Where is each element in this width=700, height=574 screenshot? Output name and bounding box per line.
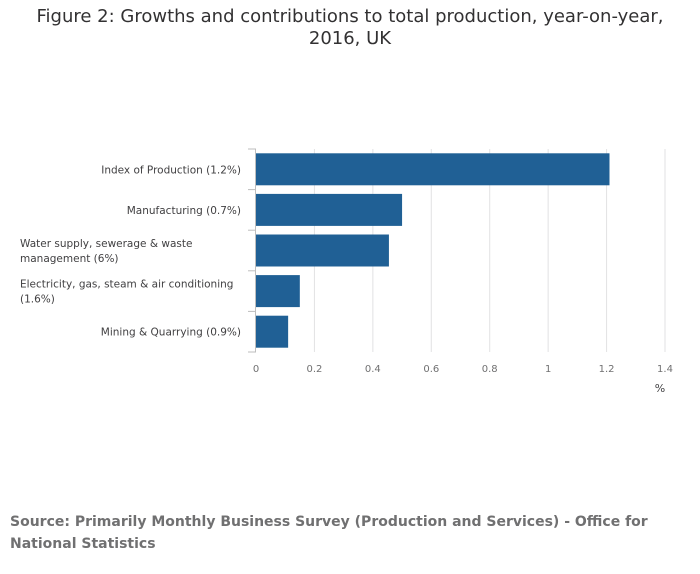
bar[interactable] bbox=[256, 193, 403, 226]
category-label: Index of Production (1.2%) bbox=[101, 164, 241, 176]
category-label: Mining & Quarrying (0.9%) bbox=[101, 327, 241, 339]
bar[interactable] bbox=[256, 315, 289, 348]
x-tick-label: 1 bbox=[545, 364, 551, 375]
x-axis-unit-label: % bbox=[655, 382, 665, 395]
bar[interactable] bbox=[256, 234, 389, 267]
category-label-line: Water supply, sewerage & waste bbox=[20, 238, 192, 250]
x-tick-label: 0.8 bbox=[482, 364, 498, 375]
category-label: Water supply, sewerage & waste management… bbox=[20, 238, 192, 265]
x-tick-label: 1.2 bbox=[599, 364, 615, 375]
bar[interactable] bbox=[256, 275, 300, 308]
x-tick-label: 0 bbox=[253, 364, 259, 375]
category-label-line: management (6%) bbox=[20, 253, 119, 265]
x-tick-label: 0.4 bbox=[365, 364, 381, 375]
y-axis bbox=[248, 148, 256, 353]
category-label-line: (1.6%) bbox=[20, 294, 55, 306]
bar-chart: Index of Production (1.2%) Manufacturing … bbox=[20, 148, 673, 395]
bar[interactable] bbox=[256, 153, 610, 186]
category-label-line: Mining & Quarrying (0.9%) bbox=[101, 327, 241, 339]
bars bbox=[256, 153, 610, 348]
x-tick-label: 1.4 bbox=[657, 364, 673, 375]
x-tick-label: 0.2 bbox=[306, 364, 322, 375]
category-label-line: Electricity, gas, steam & air conditioni… bbox=[20, 279, 233, 291]
category-label: Manufacturing (0.7%) bbox=[127, 205, 241, 217]
chart-title: Figure 2: Growths and contributions to t… bbox=[36, 6, 664, 49]
category-labels: Index of Production (1.2%) Manufacturing … bbox=[20, 164, 241, 338]
source-note: Source: Primarily Monthly Business Surve… bbox=[10, 514, 648, 552]
category-label-line: Manufacturing (0.7%) bbox=[127, 205, 241, 217]
x-tick-labels: 0 0.2 0.4 0.6 0.8 1 1.2 1.4 bbox=[253, 364, 673, 375]
x-tick-label: 0.6 bbox=[423, 364, 439, 375]
category-label-line: Index of Production (1.2%) bbox=[101, 164, 241, 176]
category-label: Electricity, gas, steam & air conditioni… bbox=[20, 279, 233, 306]
